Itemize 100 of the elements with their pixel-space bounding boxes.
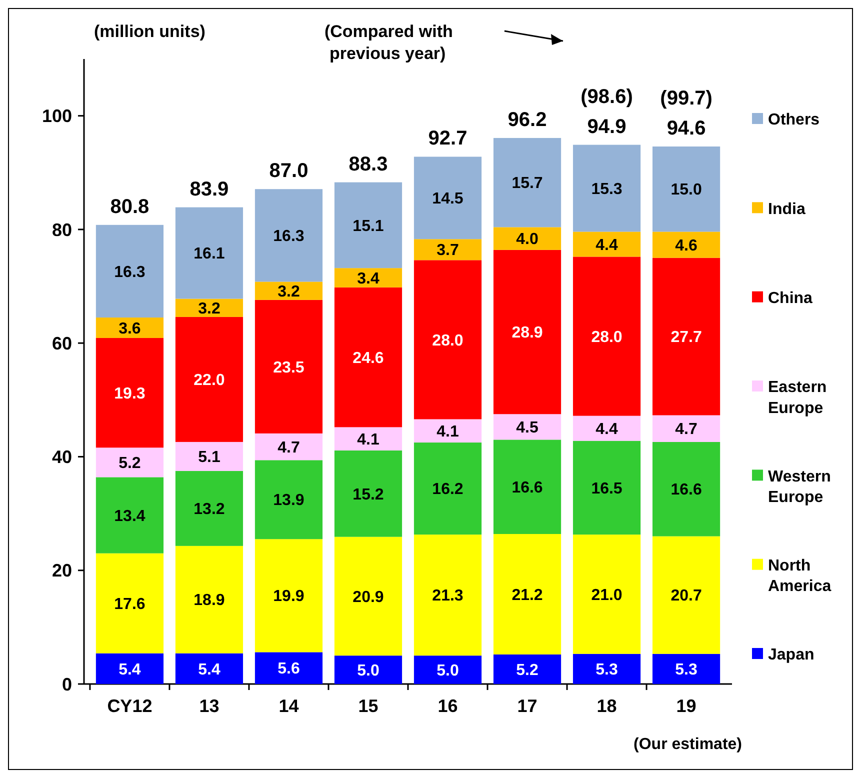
bar	[493, 534, 562, 654]
bar	[254, 189, 323, 282]
legend-label: India	[768, 200, 806, 218]
data-label: 4.1	[436, 423, 459, 440]
bar	[334, 182, 402, 268]
data-label: 15.1	[352, 218, 384, 235]
annotation: (99.7)	[660, 88, 712, 110]
data-label: 5.0	[436, 662, 459, 680]
data-label: 5.0	[357, 662, 380, 680]
x-tick-label: CY12	[107, 696, 152, 716]
x-tick-label: 13	[199, 696, 220, 716]
data-label: 15.2	[352, 486, 384, 504]
total-label: 92.7	[428, 128, 468, 150]
bar	[254, 300, 323, 434]
data-label: 21.3	[432, 588, 464, 605]
total-label: 83.9	[190, 178, 229, 200]
bar	[414, 260, 482, 420]
bar	[414, 239, 482, 260]
total-label: 87.0	[269, 160, 308, 182]
annotation: (Compared with previous year)	[324, 22, 453, 64]
bar	[572, 534, 641, 654]
legend-label: Western Europe	[768, 468, 831, 506]
data-label: 17.6	[114, 596, 146, 613]
data-label: 16.6	[512, 479, 543, 496]
bar	[572, 416, 641, 441]
data-label: 5.2	[118, 455, 141, 472]
legend-label: Eastern Europe	[768, 379, 827, 417]
bar	[96, 318, 164, 338]
bar	[493, 250, 562, 414]
bar	[175, 653, 244, 684]
bar	[175, 546, 244, 654]
data-label: 5.1	[198, 449, 220, 466]
bar	[652, 442, 720, 536]
text: (Our estimate)	[634, 736, 742, 753]
data-label: 16.1	[194, 246, 225, 263]
legend-label: Others	[768, 112, 820, 129]
y-tick-label: 80	[52, 220, 72, 240]
data-label: 28.9	[512, 324, 543, 342]
data-label: 4.7	[278, 439, 300, 456]
data-label: 28.0	[591, 328, 622, 346]
data-label: 3.2	[278, 283, 300, 300]
bar	[493, 414, 562, 440]
bar	[652, 232, 720, 258]
data-label: 14.5	[432, 190, 464, 208]
data-label: 13.2	[194, 501, 225, 518]
bar	[254, 282, 323, 300]
bar	[493, 227, 562, 250]
data-label: 21.2	[512, 586, 543, 604]
bar	[175, 207, 244, 299]
data-label: 5.2	[516, 662, 538, 679]
bar	[652, 146, 720, 232]
data-label: 3.7	[436, 242, 459, 260]
data-label: 5.4	[118, 661, 141, 678]
bar	[96, 224, 164, 318]
bar	[652, 536, 720, 654]
annotation: (98.6)	[580, 86, 633, 108]
bar	[334, 536, 402, 656]
data-label: 5.3	[596, 662, 618, 679]
data-label: 5.4	[198, 661, 220, 678]
total-label: 96.2	[508, 108, 547, 131]
data-label: 20.9	[352, 588, 384, 606]
data-label: 28.0	[432, 332, 464, 350]
bar	[334, 287, 402, 428]
total-label: 88.3	[348, 153, 388, 176]
bar	[96, 448, 164, 478]
bar	[652, 258, 720, 416]
y-tick-label: 40	[52, 447, 72, 468]
bar	[254, 652, 323, 684]
x-tick-label: 14	[278, 696, 299, 716]
data-label: 18.9	[194, 592, 225, 610]
bar	[334, 268, 402, 288]
bar	[175, 316, 244, 442]
data-label: 15.7	[512, 175, 543, 192]
bar	[175, 470, 244, 546]
data-label: 27.7	[670, 329, 702, 346]
total-label: 94.9	[587, 116, 626, 138]
x-tick-label: 17	[517, 696, 538, 716]
bar	[572, 654, 641, 684]
x-tick-label: 19	[676, 696, 696, 716]
y-tick-label: 0	[62, 674, 72, 694]
legend-label: North America	[768, 557, 832, 596]
data-label: 13.4	[114, 508, 146, 525]
bar	[652, 654, 720, 684]
bar	[334, 450, 402, 537]
data-label: 24.6	[352, 350, 384, 367]
bar	[254, 460, 323, 540]
data-label: 16.3	[114, 264, 146, 281]
bar	[414, 442, 482, 535]
data-label: 5.3	[675, 662, 698, 679]
data-label: 3.4	[357, 270, 380, 288]
data-label: 16.2	[432, 481, 464, 498]
data-label: 21.0	[591, 586, 622, 604]
data-label: 16.3	[273, 228, 304, 246]
bar	[414, 156, 482, 240]
bar	[493, 138, 562, 228]
bar	[96, 653, 164, 684]
x-tick-label: 16	[438, 696, 458, 716]
data-label: 4.0	[516, 231, 538, 248]
bar	[572, 256, 641, 416]
bar	[572, 232, 641, 257]
